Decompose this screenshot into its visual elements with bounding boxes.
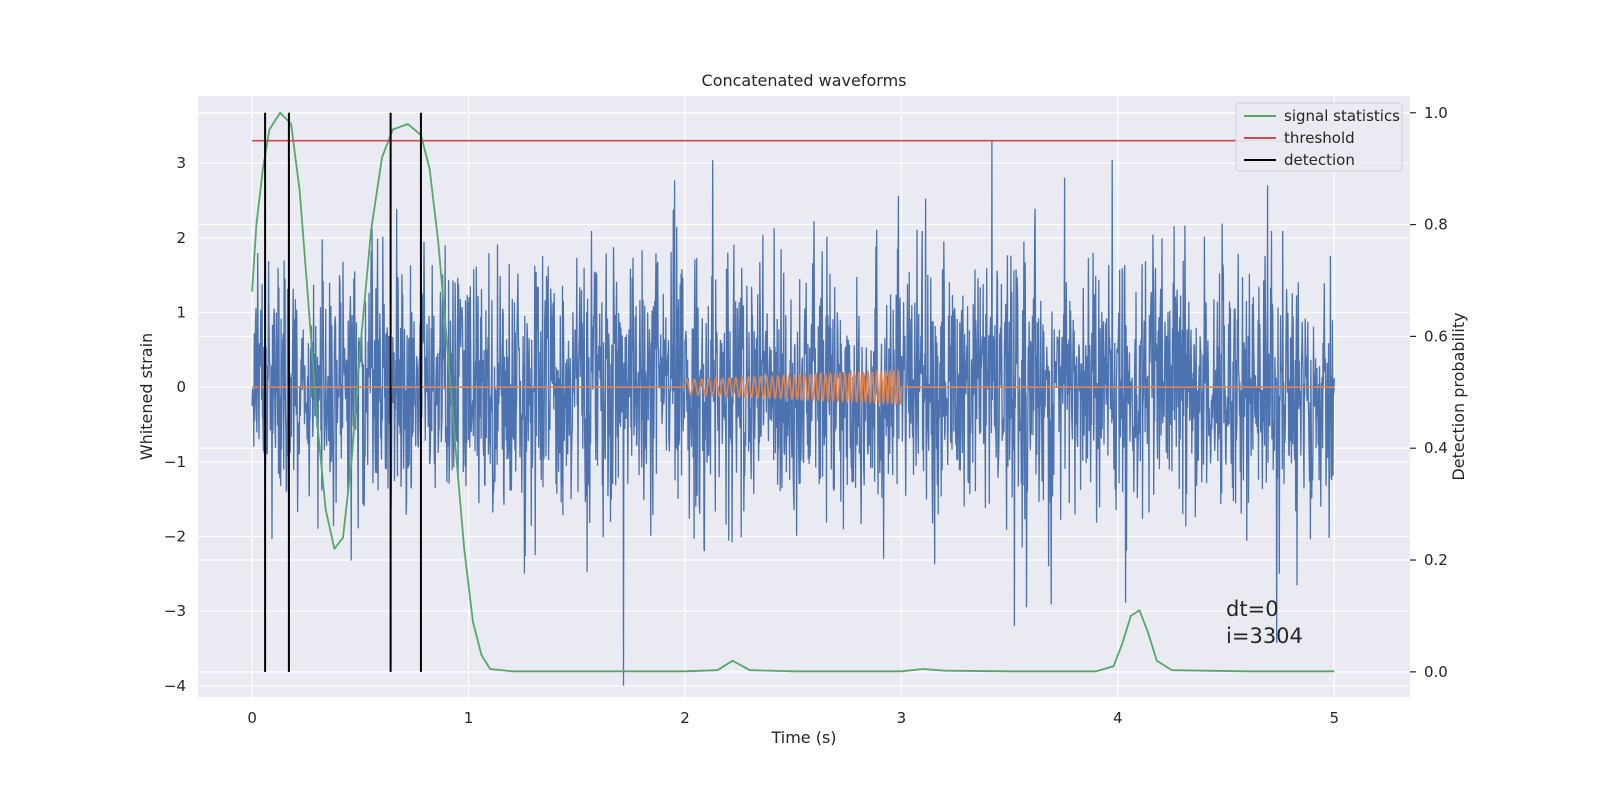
y-tick-label: −2: [164, 527, 186, 545]
x-tick-label: 2: [680, 709, 690, 727]
axis-ticks: 0 1 2 3 4 5 −4 −3 −2 −1 0 1 2 3 0.0 0.2 0.4 0.6 0.8 1.0: [164, 104, 1448, 727]
chart-title: Concatenated waveforms: [702, 71, 907, 90]
y-axis-label: Whitened strain: [137, 333, 156, 460]
series-injected-chirp: [252, 368, 1335, 407]
y2-tick-label: 0.0: [1424, 663, 1448, 681]
y2-tick-label: 0.8: [1424, 216, 1448, 234]
x-tick-label: 3: [897, 709, 907, 727]
y2-axis-label: Detection probability: [1449, 312, 1468, 480]
y2-tick-label: 0.6: [1424, 327, 1448, 345]
series-signal-statistics: [251, 111, 1335, 673]
x-axis-label: Time (s): [770, 728, 836, 747]
y-tick-label: 3: [176, 154, 186, 172]
legend-label-signal: signal statistics: [1284, 107, 1400, 125]
annotation-index: i=3304: [1226, 624, 1303, 648]
y-tick-label: −1: [164, 453, 186, 471]
x-tick-label: 0: [247, 709, 257, 727]
series-whitened-strain: [251, 140, 1335, 686]
y-tick-label: −4: [164, 677, 186, 695]
x-tick-label: 1: [464, 709, 474, 727]
y2-tick-label: 1.0: [1424, 104, 1448, 122]
data-layer: [251, 111, 1335, 686]
y2-tick-label: 0.4: [1424, 439, 1448, 457]
legend: signal statistics threshold detection: [1235, 102, 1403, 172]
legend-box: [1235, 102, 1403, 172]
y-tick-label: 0: [176, 378, 186, 396]
annotation-dt: dt=0: [1226, 597, 1279, 621]
x-tick-label: 4: [1113, 709, 1123, 727]
x-tick-label: 5: [1329, 709, 1339, 727]
y-tick-label: 1: [176, 304, 186, 322]
legend-label-detection: detection: [1284, 151, 1355, 169]
legend-label-threshold: threshold: [1284, 129, 1355, 147]
y2-tick-label: 0.2: [1424, 551, 1448, 569]
y-tick-label: 2: [176, 229, 186, 247]
y-tick-label: −3: [164, 602, 186, 620]
